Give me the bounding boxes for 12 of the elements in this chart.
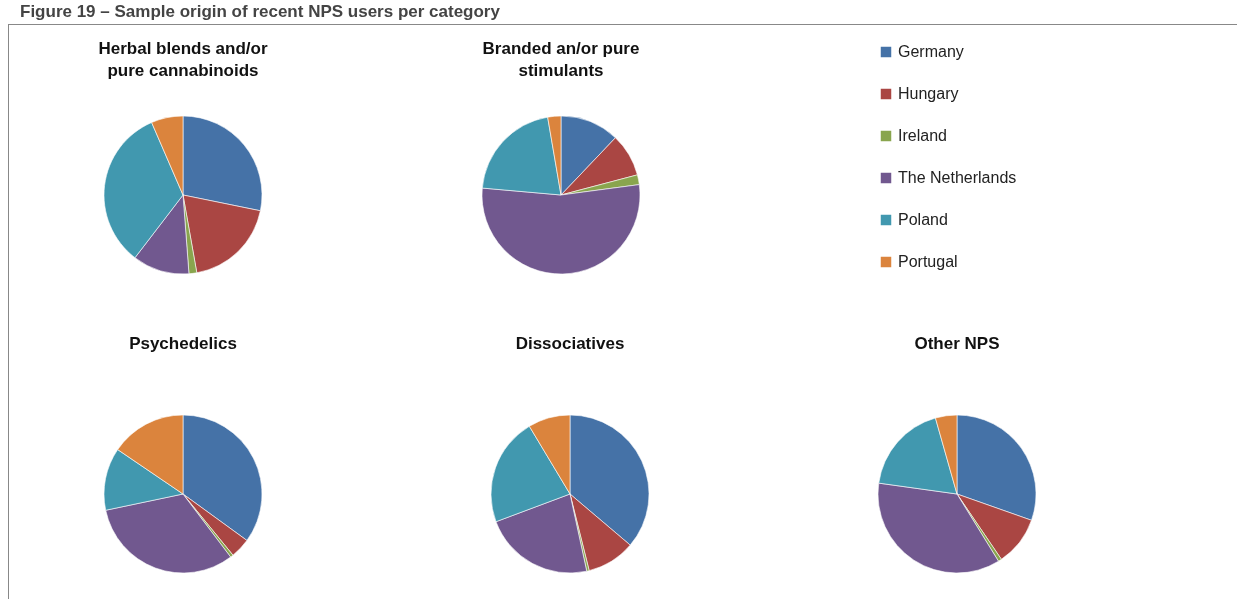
legend-label: Hungary — [898, 85, 959, 102]
chart-title: Herbal blends and/or pure cannabinoids — [98, 39, 268, 80]
chart-title: Branded an/or pure stimulants — [482, 39, 640, 80]
legend-label: Poland — [898, 211, 948, 228]
chart-title: Dissociatives — [515, 334, 625, 353]
chart-title: Psychedelics — [129, 334, 237, 353]
legend-label: The Netherlands — [898, 169, 1017, 186]
legend-label: Ireland — [898, 127, 947, 144]
legend-label: Germany — [898, 43, 964, 60]
legend-label: Portugal — [898, 253, 958, 270]
caption: Figure 19 – Sample origin of recent NPS users per category — [20, 2, 500, 22]
chart-title: Other NPS — [914, 334, 1000, 353]
